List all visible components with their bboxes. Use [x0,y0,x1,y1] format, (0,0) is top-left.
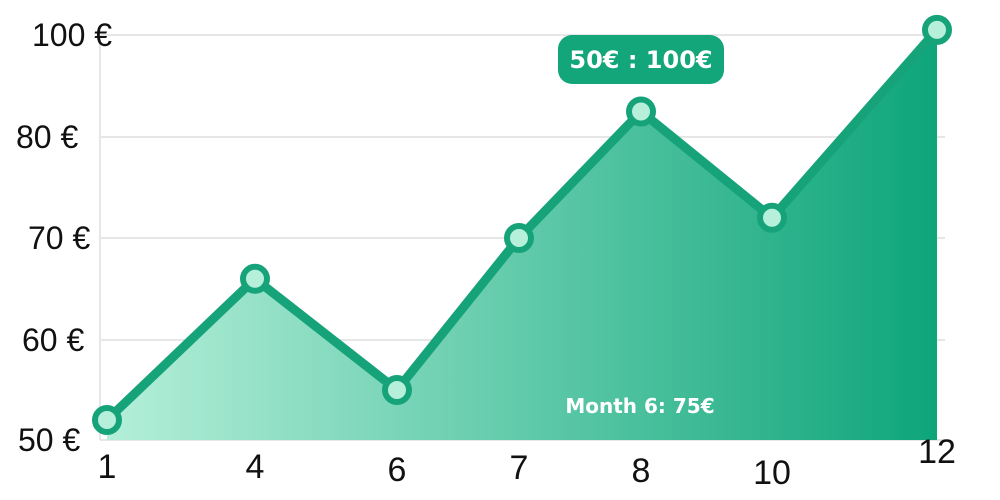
data-point [240,263,270,294]
x-tick-label: 1 [98,448,117,486]
data-point [922,14,952,45]
y-axis-tick-labels: 100 € 80 € 70 € 60 € 50 € [16,17,112,458]
tooltip-box [558,35,724,84]
y-tick-label: 70 € [28,220,90,256]
data-markers [92,14,952,435]
data-point [757,202,787,233]
annotation-label: Month 6: 75€ [565,394,714,418]
x-tick-label: 4 [246,448,265,486]
y-tick-label: 50 € [18,422,80,458]
x-axis-tick-labels: 1 4 6 7 8 10 12 [98,433,956,492]
x-tick-label: 12 [918,433,956,471]
x-tick-label: 6 [388,451,407,489]
data-point [626,96,656,127]
tooltip: 50€ : 100€ [558,35,724,84]
y-tick-label: 100 € [32,17,112,53]
data-point [504,223,534,253]
data-point [382,375,412,405]
y-tick-label: 80 € [16,119,78,155]
x-tick-label: 7 [510,449,529,487]
tooltip-text: 50€ : 100€ [569,46,712,74]
y-tick-label: 60 € [22,322,84,358]
x-tick-label: 10 [753,454,791,492]
x-tick-label: 8 [632,452,651,490]
data-point [92,405,122,435]
